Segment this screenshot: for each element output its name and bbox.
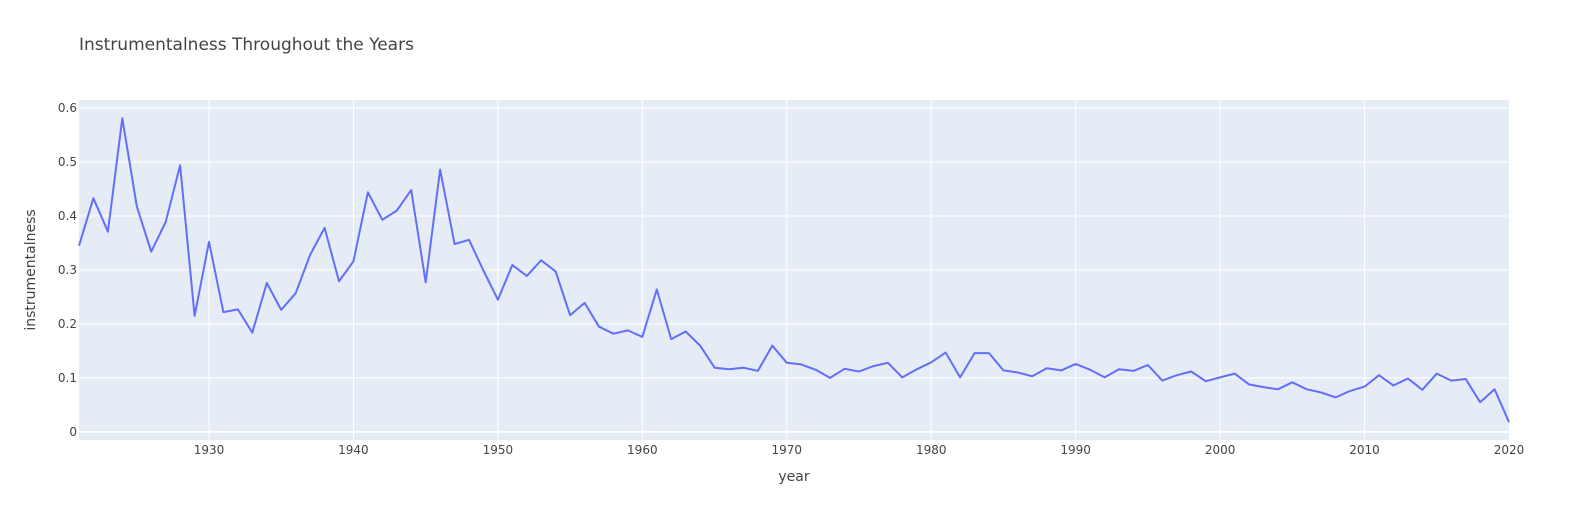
x-axis-title: year	[778, 469, 809, 485]
y-tick-label: 0.4	[58, 209, 77, 223]
x-tick-label: 1990	[1060, 443, 1091, 457]
chart-title: Instrumentalness Throughout the Years	[79, 35, 414, 55]
x-tick-label: 1980	[916, 443, 947, 457]
y-tick-label: 0.5	[58, 155, 77, 169]
y-tick-labels: 0 0.1 0.2 0.3 0.4 0.5 0.6	[58, 101, 77, 439]
y-tick-label: 0.3	[58, 263, 77, 277]
x-tick-label: 2010	[1349, 443, 1380, 457]
y-tick-label: 0.2	[58, 317, 77, 331]
x-tick-label: 1940	[338, 443, 369, 457]
x-tick-label: 2020	[1494, 443, 1525, 457]
x-tick-labels: 1930 1940 1950 1960 1970 1980 1990 2000 2010 2020	[194, 443, 1525, 457]
y-axis-title: instrumentalness	[23, 209, 39, 330]
y-tick-label: 0.6	[58, 101, 77, 115]
x-tick-label: 1960	[627, 443, 658, 457]
x-tick-label: 1970	[772, 443, 803, 457]
series-line	[78, 117, 1510, 423]
x-tick-label: 2000	[1205, 443, 1236, 457]
y-tick-label: 0	[69, 425, 77, 439]
x-tick-label: 1930	[194, 443, 225, 457]
y-tick-label: 0.1	[58, 371, 77, 385]
x-tick-label: 1950	[483, 443, 514, 457]
gridlines	[79, 100, 1509, 440]
